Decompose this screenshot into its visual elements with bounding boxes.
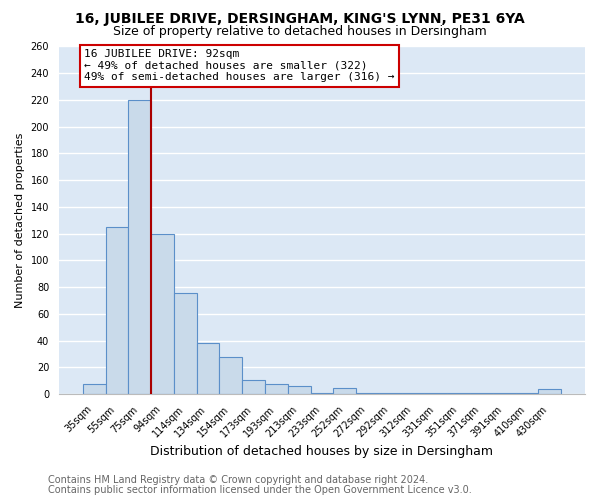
Bar [220,357,242,394]
Bar [401,393,424,394]
Text: Contains public sector information licensed under the Open Government Licence v3: Contains public sector information licen… [48,485,472,495]
Bar [493,393,515,394]
Bar [174,292,197,394]
Bar [379,393,401,394]
Bar [334,388,356,394]
Y-axis label: Number of detached properties: Number of detached properties [15,132,25,308]
Bar [197,344,220,394]
Bar [424,393,447,394]
Text: 16 JUBILEE DRIVE: 92sqm
← 49% of detached houses are smaller (322)
49% of semi-d: 16 JUBILEE DRIVE: 92sqm ← 49% of detache… [84,49,394,82]
Bar [83,384,106,394]
Bar [265,384,288,394]
Bar [515,393,538,394]
Bar [356,393,379,394]
Bar [447,393,470,394]
Bar [288,386,311,394]
Text: 16, JUBILEE DRIVE, DERSINGHAM, KING'S LYNN, PE31 6YA: 16, JUBILEE DRIVE, DERSINGHAM, KING'S LY… [75,12,525,26]
Text: Size of property relative to detached houses in Dersingham: Size of property relative to detached ho… [113,25,487,38]
Bar [538,389,561,394]
Bar [106,227,128,394]
Bar [470,393,493,394]
Bar [242,380,265,394]
X-axis label: Distribution of detached houses by size in Dersingham: Distribution of detached houses by size … [151,444,493,458]
Bar [128,100,151,394]
Text: Contains HM Land Registry data © Crown copyright and database right 2024.: Contains HM Land Registry data © Crown c… [48,475,428,485]
Bar [151,234,174,394]
Bar [311,393,334,394]
